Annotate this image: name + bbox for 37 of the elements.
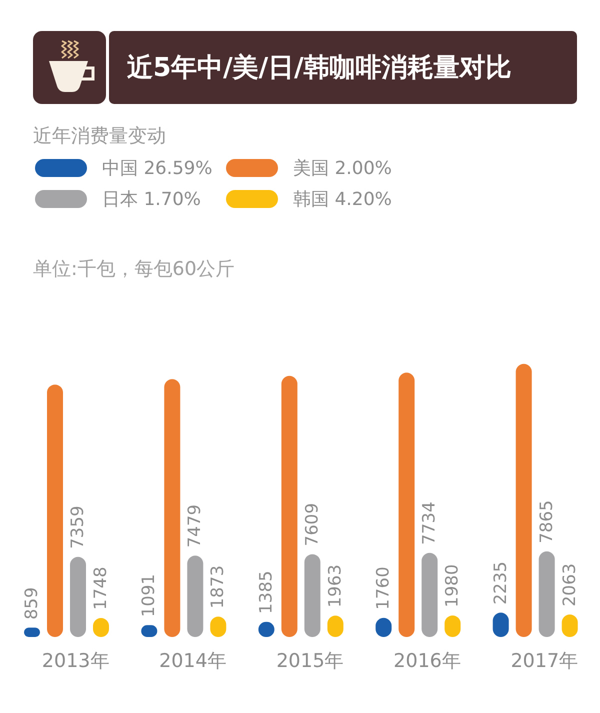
legend-label: 韩国 4.20% [293, 188, 392, 211]
data-label: 1980 [442, 564, 463, 608]
bar [304, 554, 320, 637]
x-tick-label: 2017年 [510, 650, 578, 672]
legend-label: 美国 2.00% [293, 157, 392, 180]
text: 单位:千包，每包60公斤 [33, 257, 235, 282]
x-tick-label: 2013年 [42, 650, 110, 672]
bar [516, 364, 532, 637]
legend-title: 近年消费量变动 [33, 124, 166, 148]
data-label: 1091 [139, 574, 160, 618]
legend-label: 中国 26.59% [102, 157, 212, 180]
data-label: 1873 [208, 565, 228, 609]
legend-label: 日本 1.70% [102, 188, 201, 211]
data-label: 7359 [68, 506, 88, 549]
x-tick-label: 2016年 [394, 650, 461, 672]
data-label: 2063 [560, 563, 580, 607]
chart-title: 近5年中/美/日/韩咖啡消耗量对比 [127, 52, 512, 85]
bar [398, 372, 415, 637]
data-label: 7734 [420, 502, 440, 545]
bar [47, 384, 63, 637]
bar [187, 556, 204, 637]
data-label: 1963 [325, 564, 346, 608]
bar [538, 551, 555, 637]
data-label: 7865 [536, 500, 557, 544]
data-label: 7479 [185, 504, 206, 548]
bar [281, 376, 298, 637]
x-tick-label: 2014年 [159, 650, 226, 672]
data-label: 2235 [490, 561, 511, 605]
data-label: 1385 [256, 570, 276, 614]
x-tick-label: 2015年 [276, 650, 344, 672]
bar [164, 379, 180, 637]
bar [70, 556, 86, 637]
data-label: 859 [22, 587, 42, 620]
data-label: 7609 [302, 502, 322, 546]
bar [422, 552, 438, 637]
data-label: 1748 [91, 566, 111, 610]
data-label: 1760 [374, 566, 394, 610]
